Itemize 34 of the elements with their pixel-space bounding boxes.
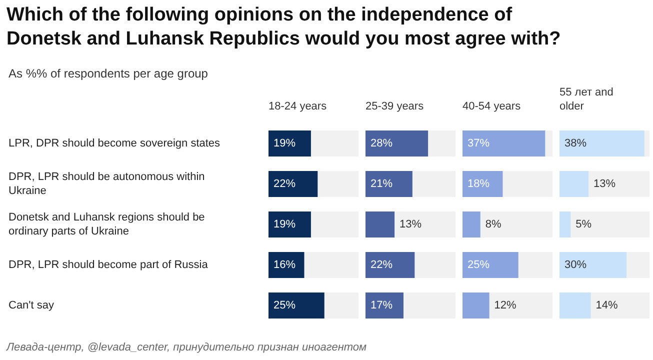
data-label: 13% (594, 178, 616, 190)
data-label: 5% (576, 218, 592, 230)
y-tick-label: Can't say (8, 300, 55, 312)
y-tick-label: DPR, LPR should be autonomous within Ukraine (8, 171, 205, 197)
y-tick-label: DPR, LPR should become part of Russia (8, 259, 209, 271)
data-label: 25% (274, 300, 296, 312)
data-label: 22% (370, 259, 393, 271)
data-label: 19% (274, 218, 296, 230)
data-label: 18% (468, 178, 490, 190)
data-label: 25% (468, 259, 490, 271)
series-label: 55 лет and older (560, 86, 614, 112)
data-label: 12% (494, 300, 517, 312)
data-label: 14% (596, 300, 618, 312)
series-label: 40-54 years (462, 100, 522, 112)
series-label: 18-24 years (268, 100, 328, 112)
data-label: 21% (370, 178, 393, 190)
bar (462, 212, 480, 238)
y-tick-label: LPR, DPR should become sovereign states (8, 138, 221, 150)
data-label: 28% (370, 138, 393, 150)
y-tick-label: Donetsk and Luhansk regions should be ordinary parts of Ukraine (8, 212, 205, 238)
data-label: 16% (274, 259, 296, 271)
data-label: 13% (400, 218, 422, 230)
bar (560, 212, 571, 238)
text: Левада-центр, @levada_center, принудительно признан иноагентом (6, 342, 368, 354)
data-label: 30% (564, 259, 587, 271)
series-label: 25-39 years (366, 100, 424, 112)
chart-title: Which of the following opinions on the independence of Donetsk and Luhansk Republics would you most agree with? (6, 4, 561, 50)
data-label: 37% (468, 138, 490, 150)
text: As %% of respondents per age group (8, 66, 208, 80)
data-label: 17% (370, 300, 393, 312)
data-label: 38% (564, 138, 587, 150)
data-label: 19% (274, 138, 296, 150)
data-label: 8% (485, 218, 502, 230)
data-label: 22% (274, 178, 296, 190)
